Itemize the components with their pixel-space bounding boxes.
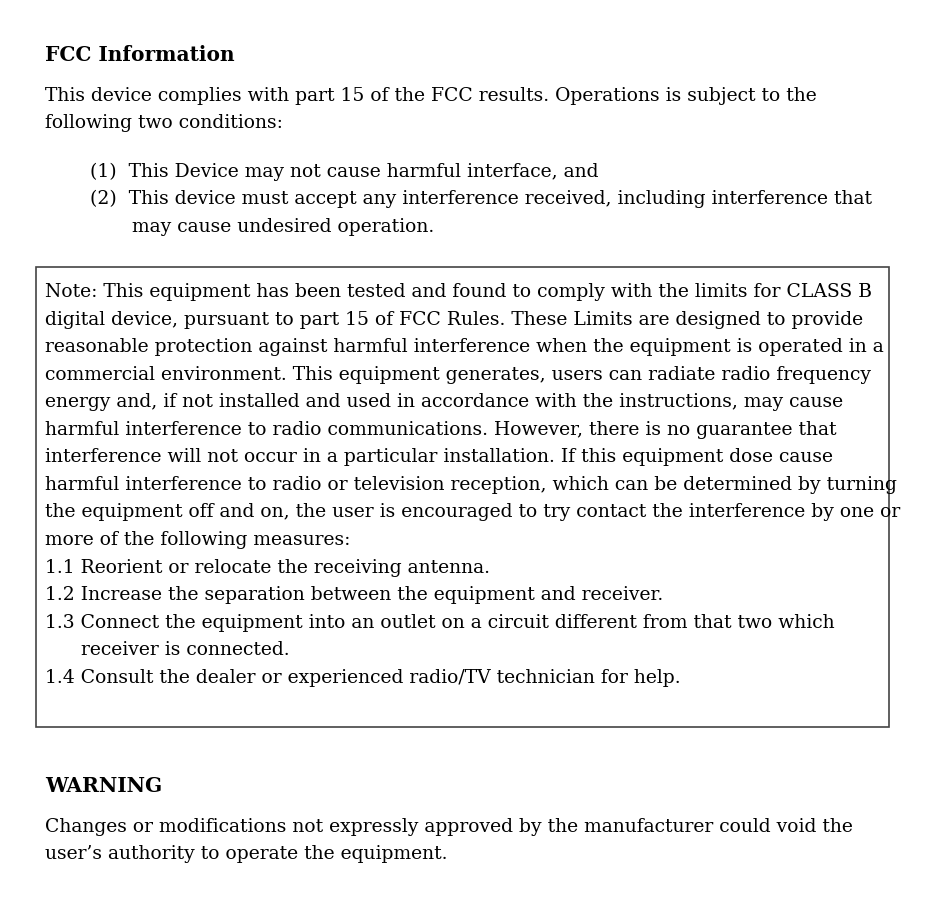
Text: (2)  This device must accept any interference received, including interference t: (2) This device must accept any interfer… (90, 190, 871, 209)
Text: reasonable protection against harmful interference when the equipment is operate: reasonable protection against harmful in… (45, 338, 884, 356)
Text: commercial environment. This equipment generates, users can radiate radio freque: commercial environment. This equipment g… (45, 366, 871, 383)
Text: may cause undesired operation.: may cause undesired operation. (90, 218, 434, 235)
Text: the equipment off and on, the user is encouraged to try contact the interference: the equipment off and on, the user is en… (45, 503, 900, 521)
Text: more of the following measures:: more of the following measures: (45, 530, 351, 549)
Text: energy and, if not installed and used in accordance with the instructions, may c: energy and, if not installed and used in… (45, 393, 844, 411)
Text: harmful interference to radio communications. However, there is no guarantee tha: harmful interference to radio communicat… (45, 420, 836, 438)
Text: This device complies with part 15 of the FCC results. Operations is subject to t: This device complies with part 15 of the… (45, 86, 817, 105)
Text: FCC Information: FCC Information (45, 45, 235, 65)
Text: Changes or modifications not expressly approved by the manufacturer could void t: Changes or modifications not expressly a… (45, 817, 853, 834)
Text: Note: This equipment has been tested and found to comply with the limits for CLA: Note: This equipment has been tested and… (45, 283, 872, 301)
Text: harmful interference to radio or television reception, which can be determined b: harmful interference to radio or televis… (45, 475, 897, 494)
Text: 1.3 Connect the equipment into an outlet on a circuit different from that two wh: 1.3 Connect the equipment into an outlet… (45, 613, 834, 631)
Text: 1.2 Increase the separation between the equipment and receiver.: 1.2 Increase the separation between the … (45, 585, 663, 604)
Text: 1.4 Consult the dealer or experienced radio/TV technician for help.: 1.4 Consult the dealer or experienced ra… (45, 668, 681, 686)
Text: receiver is connected.: receiver is connected. (45, 641, 290, 658)
Text: following two conditions:: following two conditions: (45, 114, 283, 132)
Text: (1)  This Device may not cause harmful interface, and: (1) This Device may not cause harmful in… (90, 163, 598, 181)
Text: interference will not occur in a particular installation. If this equipment dose: interference will not occur in a particu… (45, 448, 833, 466)
Text: 1.1 Reorient or relocate the receiving antenna.: 1.1 Reorient or relocate the receiving a… (45, 558, 490, 576)
Text: user’s authority to operate the equipment.: user’s authority to operate the equipmen… (45, 845, 448, 862)
FancyBboxPatch shape (36, 267, 889, 728)
Text: WARNING: WARNING (45, 775, 163, 795)
Text: digital device, pursuant to part 15 of FCC Rules. These Limits are designed to p: digital device, pursuant to part 15 of F… (45, 311, 863, 328)
